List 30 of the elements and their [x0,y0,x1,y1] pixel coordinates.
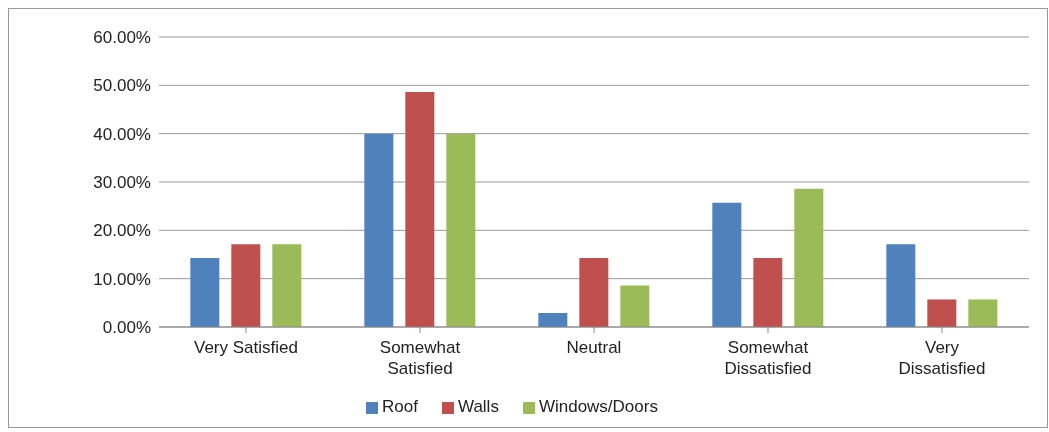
bar [886,244,916,327]
bar [579,257,609,327]
x-tick-label: Very Dissatisfied [898,338,986,378]
bar [272,244,302,327]
bar [190,257,220,327]
y-tick-label: 0.00% [102,318,151,338]
y-tick-label: 20.00% [93,221,151,241]
bar [231,244,261,327]
y-tick-label: 30.00% [93,173,151,193]
y-tick-label: 10.00% [93,269,151,289]
bar [927,299,957,327]
bar [620,285,650,327]
x-tick-label: Somewhat Dissatisfied [724,338,812,378]
bar [712,202,742,327]
bar [364,133,394,327]
legend-label: Windows/Doors [538,397,658,416]
bar [794,188,824,327]
legend-label: Walls [457,397,499,416]
x-tick-label: Very Satisfied [194,338,298,357]
bar [446,133,476,327]
y-tick-label: 40.00% [93,124,151,144]
x-tick-label: Somewhat Satisfied [379,338,461,378]
x-tick-label: Neutral [566,338,622,357]
bar [405,92,435,327]
bar [753,257,783,327]
legend-label: Roof [382,397,418,416]
bar [968,299,998,327]
y-tick-label: 60.00% [93,28,151,48]
bar [538,312,568,327]
y-tick-label: 50.00% [93,76,151,96]
